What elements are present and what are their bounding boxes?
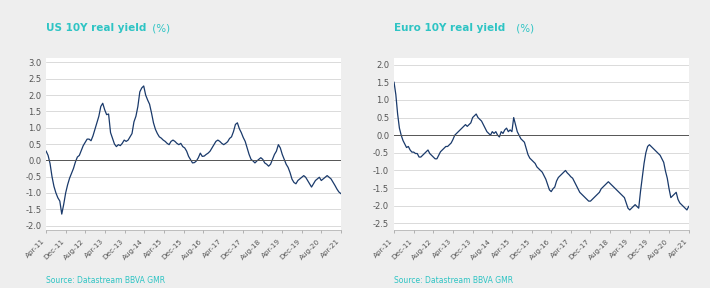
Text: US 10Y real yield: US 10Y real yield — [46, 23, 146, 33]
Text: Euro 10Y real yield: Euro 10Y real yield — [394, 23, 506, 33]
Text: (%): (%) — [513, 23, 535, 33]
Text: Source: Datastream BBVA GMR: Source: Datastream BBVA GMR — [394, 276, 513, 285]
Text: Source: Datastream BBVA GMR: Source: Datastream BBVA GMR — [46, 276, 165, 285]
Text: (%): (%) — [149, 23, 170, 33]
